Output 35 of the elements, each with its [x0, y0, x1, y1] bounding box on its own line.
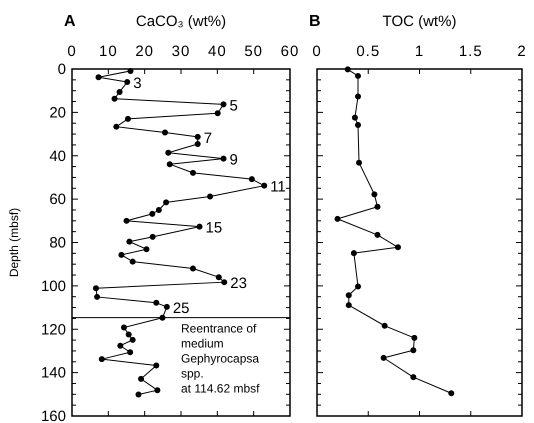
x-tick-label: 30 — [172, 43, 190, 60]
x-tick-label: 60 — [280, 43, 300, 60]
y-tick-label: 120 — [40, 321, 66, 338]
x-tick-label: 0 — [67, 43, 77, 60]
x-axis-title: TOC (wt%) — [382, 13, 456, 30]
x-tick-label: 2 — [517, 43, 527, 60]
x-tick-label: 20 — [135, 43, 154, 60]
x-tick-label: 0 — [312, 43, 322, 60]
y-tick-label: 60 — [49, 191, 66, 208]
annotation: 25 — [172, 300, 190, 317]
y-tick-label: 100 — [40, 278, 66, 295]
y-tick-label: 140 — [40, 364, 66, 382]
x-tick-label: 40 — [208, 43, 227, 60]
y-tick-label: 20 — [49, 104, 66, 122]
y-tick-label: 0 — [58, 61, 66, 78]
y-tick-label: 40 — [49, 148, 66, 165]
y-axis-title: Depth (mbsf) — [7, 208, 21, 278]
annotation: 11 — [270, 178, 286, 196]
annotation: 23 — [230, 275, 247, 292]
legend-label: Reentrance of medium Gephyrocapsa spp. at 114.62 mbsf — [181, 322, 260, 396]
x-axis-title: CaCO₃ (wt%) — [136, 13, 226, 30]
annotation: 9 — [230, 152, 238, 169]
x-tick-label: 50 — [244, 43, 264, 60]
chart-title: B — [309, 13, 321, 30]
x-tick-label: 1 — [414, 43, 424, 60]
y-tick-label: 160 — [40, 408, 66, 423]
x-tick-label: 0.5 — [356, 43, 380, 60]
x-tick-label: 1.5 — [458, 43, 483, 60]
annotation: 3 — [133, 75, 142, 92]
x-tick-label: 10 — [98, 43, 118, 60]
annotation: 7 — [204, 130, 212, 147]
chart-title: A — [64, 13, 76, 30]
annotation: 5 — [230, 97, 238, 114]
annotation: 15 — [206, 220, 222, 237]
y-tick-label: 80 — [49, 234, 66, 252]
